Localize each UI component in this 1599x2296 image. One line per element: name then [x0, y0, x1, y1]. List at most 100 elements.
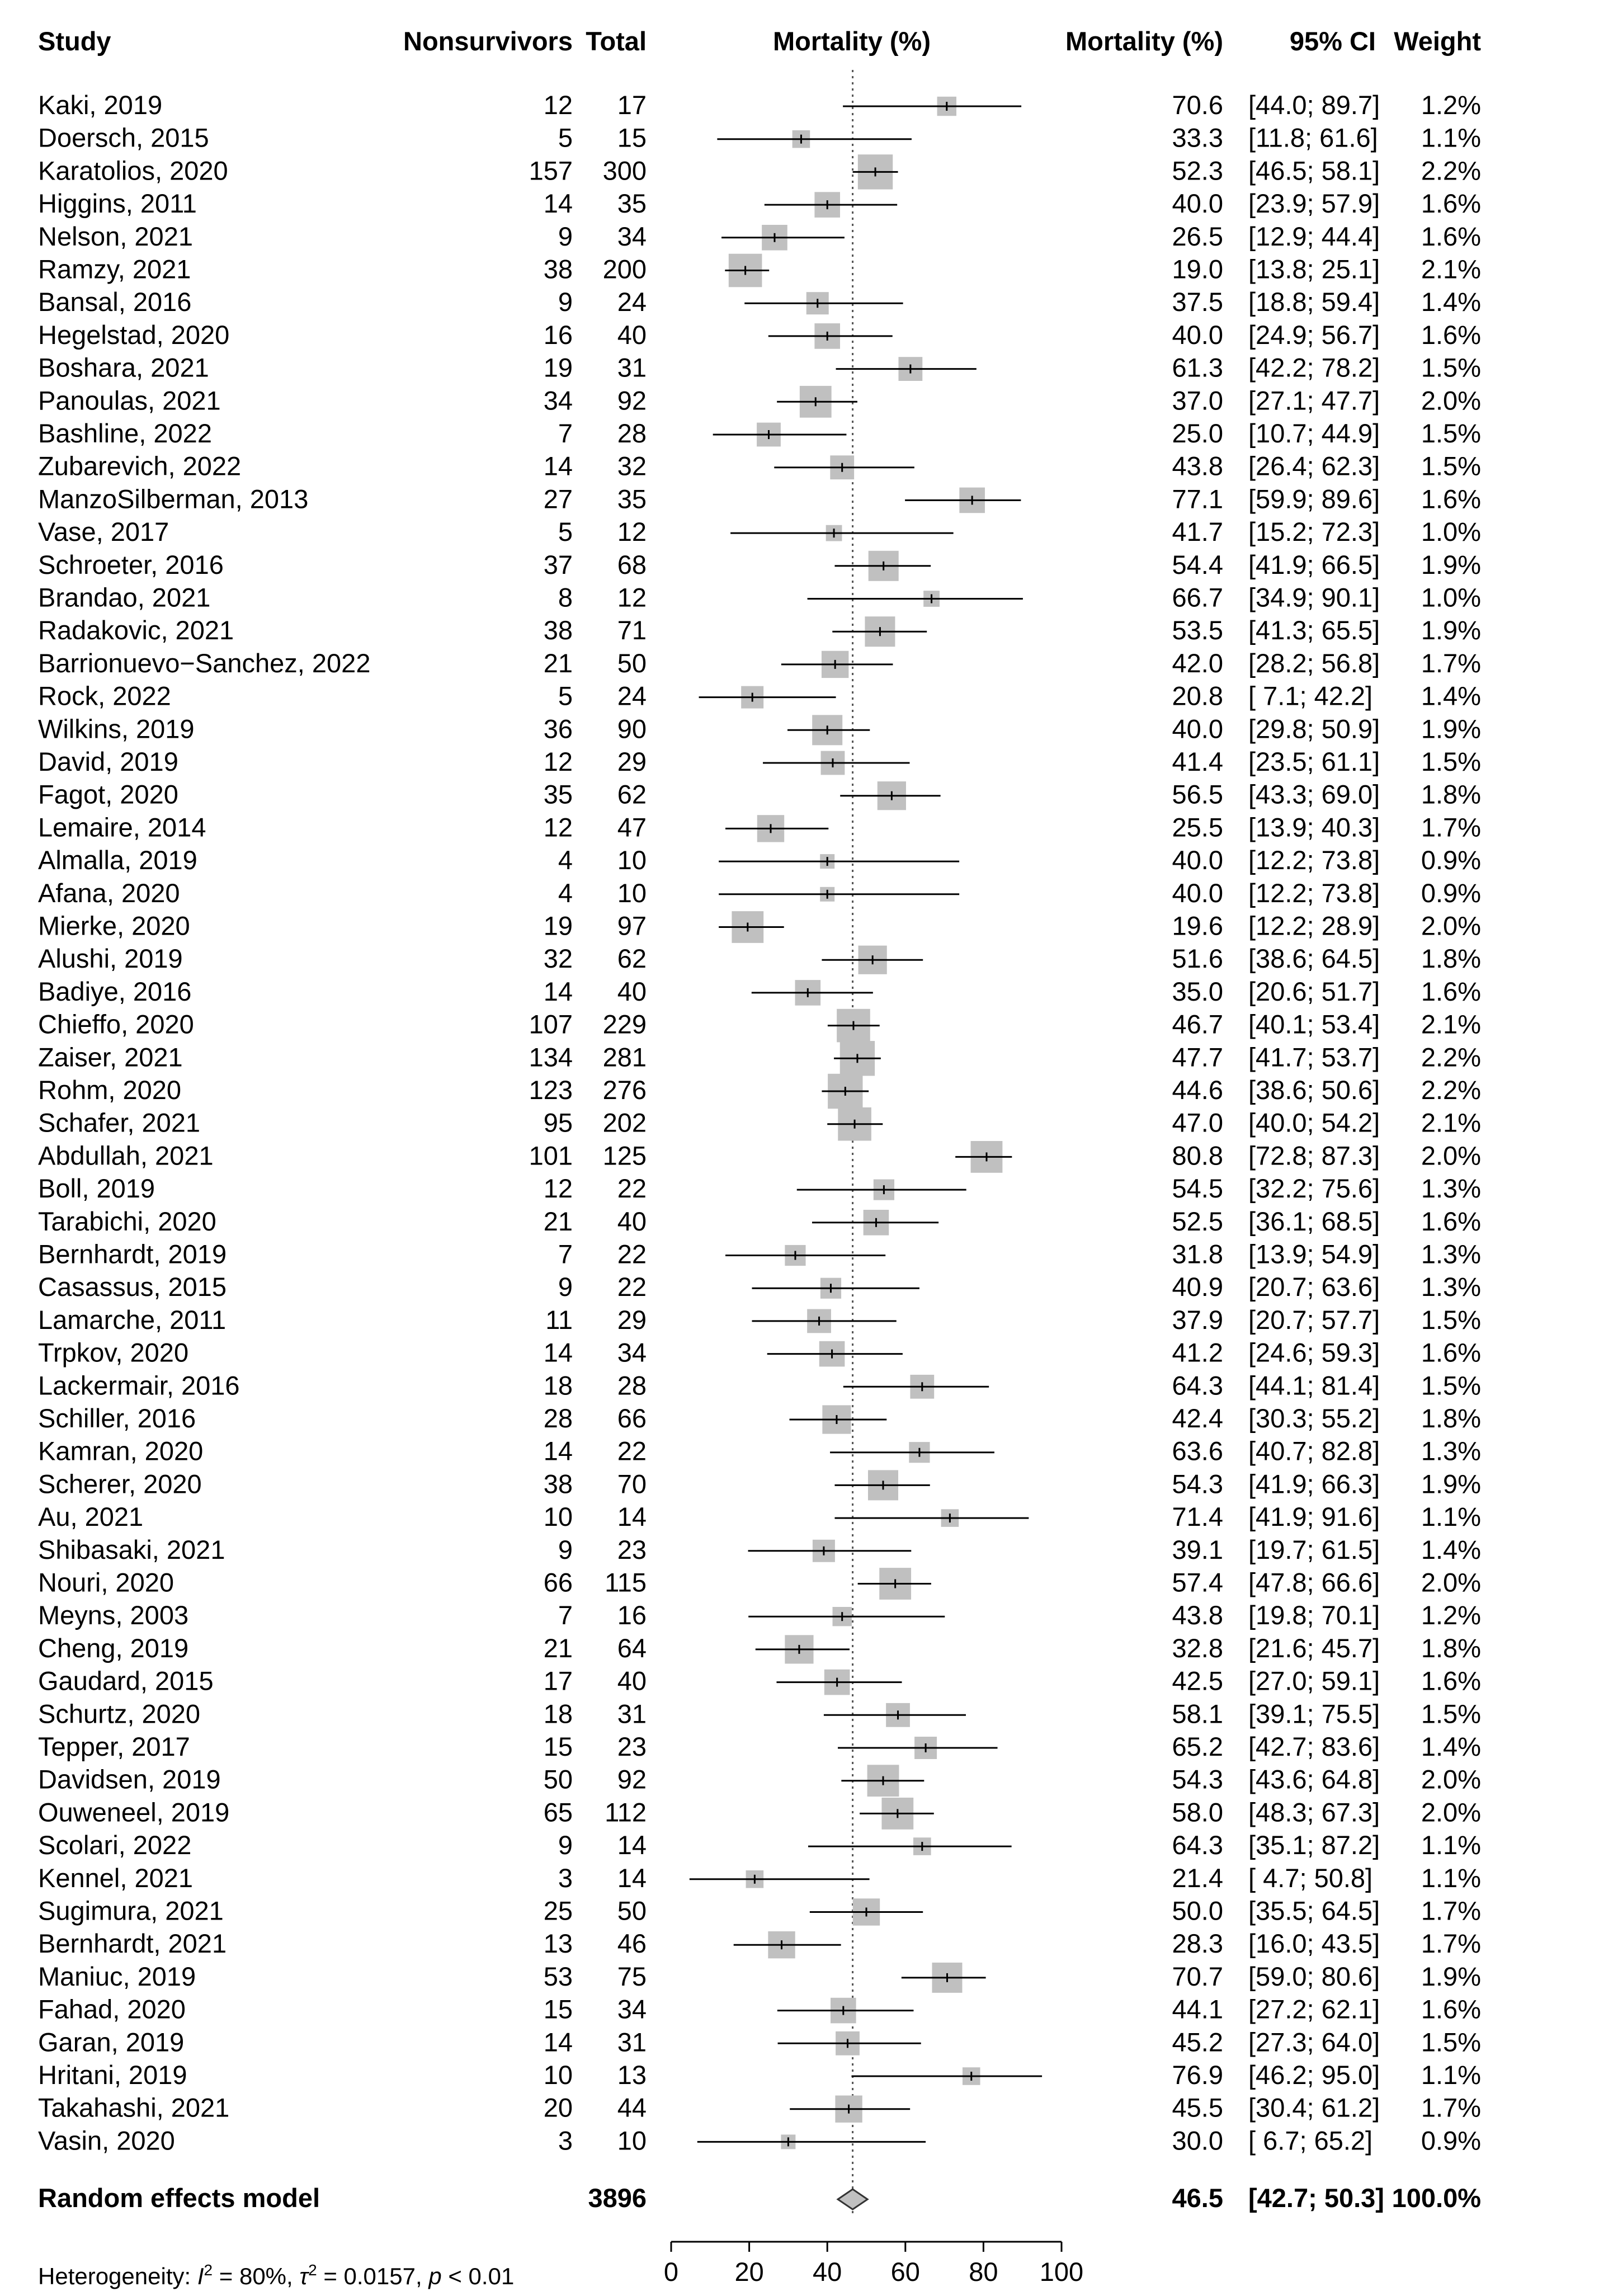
weight-value: 1.6% — [1421, 977, 1481, 1006]
weight-value: 1.9% — [1421, 550, 1481, 579]
nonsurvivors-value: 16 — [544, 320, 573, 350]
total-value: 22 — [617, 1436, 647, 1466]
estimate-value: 45.2 — [1172, 2027, 1223, 2057]
nonsurvivors-value: 12 — [544, 747, 573, 776]
total-value: 17 — [617, 90, 647, 120]
ci-value: [46.5; 58.1] — [1248, 155, 1380, 185]
estimate-value: 41.4 — [1172, 747, 1223, 776]
header-estimate: Mortality (%) — [1065, 26, 1223, 56]
study-row: Almalla, 2019 4 10 40.0 [12.2; 73.8] 0.9% — [38, 845, 1481, 875]
study-label: Schafer, 2021 — [38, 1108, 200, 1138]
ci-value: [16.0; 43.5] — [1248, 1929, 1380, 1958]
study-label: Kamran, 2020 — [38, 1436, 203, 1466]
estimate-value: 76.9 — [1172, 2060, 1223, 2090]
study-row: Boll, 2019 12 22 54.5 [32.2; 75.6] 1.3% — [38, 1173, 1481, 1203]
nonsurvivors-value: 157 — [529, 155, 573, 185]
study-label: Scherer, 2020 — [38, 1469, 202, 1498]
tau-value: = 0.0157, — [317, 2263, 429, 2289]
study-label: Zaiser, 2021 — [38, 1042, 183, 1072]
weight-value: 1.6% — [1421, 484, 1481, 513]
total-value: 32 — [617, 451, 647, 481]
nonsurvivors-value: 7 — [558, 1600, 573, 1630]
ci-value: [32.2; 75.6] — [1248, 1173, 1380, 1203]
total-value: 12 — [617, 583, 647, 612]
total-value: 276 — [603, 1075, 647, 1105]
weight-value: 1.1% — [1421, 1863, 1481, 1893]
total-value: 28 — [617, 418, 647, 448]
ci-value: [43.3; 69.0] — [1248, 780, 1380, 809]
ci-value: [40.7; 82.8] — [1248, 1436, 1380, 1466]
weight-value: 1.3% — [1421, 1239, 1481, 1269]
ci-value: [23.5; 61.1] — [1248, 747, 1380, 776]
nonsurvivors-value: 7 — [558, 1239, 573, 1269]
study-label: Trpkov, 2020 — [38, 1338, 188, 1368]
pooled-ci: [42.7; 50.3] — [1248, 2183, 1384, 2213]
estimate-value: 63.6 — [1172, 1436, 1223, 1466]
study-label: Davidsen, 2019 — [38, 1765, 221, 1794]
study-label: Ramzy, 2021 — [38, 254, 191, 284]
study-row: Ramzy, 2021 38 200 19.0 [13.8; 25.1] 2.1% — [38, 253, 1481, 287]
ci-value: [10.7; 44.9] — [1248, 418, 1380, 448]
weight-value: 2.0% — [1421, 1797, 1481, 1827]
total-value: 31 — [617, 1699, 647, 1728]
weight-value: 1.8% — [1421, 1403, 1481, 1433]
estimate-value: 71.4 — [1172, 1502, 1223, 1531]
nonsurvivors-value: 14 — [544, 1436, 573, 1466]
study-label: Shibasaki, 2021 — [38, 1535, 225, 1564]
weight-value: 1.1% — [1421, 123, 1481, 153]
ci-value: [30.4; 61.2] — [1248, 2093, 1380, 2123]
study-row: Kaki, 2019 12 17 70.6 [44.0; 89.7] 1.2% — [38, 90, 1481, 120]
weight-value: 1.7% — [1421, 1896, 1481, 1926]
total-value: 15 — [617, 123, 647, 153]
study-label: Maniuc, 2019 — [38, 1962, 196, 1991]
study-label: Bernhardt, 2021 — [38, 1929, 227, 1958]
weight-value: 1.3% — [1421, 1272, 1481, 1302]
ci-value: [39.1; 75.5] — [1248, 1699, 1380, 1728]
ci-value: [24.6; 59.3] — [1248, 1338, 1380, 1368]
estimate-value: 35.0 — [1172, 977, 1223, 1006]
x-tick-label: 80 — [969, 2257, 998, 2286]
estimate-value: 52.3 — [1172, 155, 1223, 185]
study-label: Doersch, 2015 — [38, 123, 209, 153]
weight-value: 1.4% — [1421, 1732, 1481, 1761]
estimate-value: 19.6 — [1172, 911, 1223, 941]
nonsurvivors-value: 36 — [544, 714, 573, 743]
total-value: 24 — [617, 287, 647, 317]
total-value: 23 — [617, 1535, 647, 1564]
estimate-value: 58.0 — [1172, 1797, 1223, 1827]
total-value: 35 — [617, 188, 647, 218]
ci-value: [ 6.7; 65.2] — [1248, 2125, 1372, 2155]
estimate-value: 43.8 — [1172, 451, 1223, 481]
nonsurvivors-value: 17 — [544, 1666, 573, 1696]
study-label: Nouri, 2020 — [38, 1568, 174, 1597]
ci-value: [13.8; 25.1] — [1248, 254, 1380, 284]
total-value: 14 — [617, 1830, 647, 1860]
nonsurvivors-value: 35 — [544, 780, 573, 809]
estimate-value: 46.7 — [1172, 1010, 1223, 1039]
nonsurvivors-value: 9 — [558, 287, 573, 317]
estimate-value: 54.4 — [1172, 550, 1223, 579]
study-row: Vasin, 2020 3 10 30.0 [ 6.7; 65.2] 0.9% — [38, 2125, 1481, 2155]
weight-value: 0.9% — [1421, 2125, 1481, 2155]
nonsurvivors-value: 14 — [544, 1338, 573, 1368]
estimate-value: 40.0 — [1172, 320, 1223, 350]
nonsurvivors-value: 9 — [558, 1535, 573, 1564]
estimate-value: 40.0 — [1172, 845, 1223, 875]
weight-value: 1.4% — [1421, 681, 1481, 711]
ci-value: [41.9; 66.3] — [1248, 1469, 1380, 1498]
total-value: 34 — [617, 1995, 647, 2024]
estimate-value: 21.4 — [1172, 1863, 1223, 1893]
weight-value: 1.6% — [1421, 1338, 1481, 1368]
header-weight: Weight — [1394, 26, 1481, 56]
estimate-value: 41.2 — [1172, 1338, 1223, 1368]
total-value: 68 — [617, 550, 647, 579]
total-value: 62 — [617, 944, 647, 973]
pooled-total: 3896 — [588, 2183, 647, 2213]
study-row: Scolari, 2022 9 14 64.3 [35.1; 87.2] 1.1% — [38, 1830, 1481, 1860]
ci-value: [47.8; 66.6] — [1248, 1568, 1380, 1597]
estimate-value: 25.5 — [1172, 812, 1223, 842]
ci-value: [21.6; 45.7] — [1248, 1633, 1380, 1663]
header-row: Study Nonsurvivors Total Mortality (%) M… — [38, 26, 1481, 56]
pooled-estimate: 46.5 — [1172, 2183, 1223, 2213]
nonsurvivors-value: 5 — [558, 681, 573, 711]
